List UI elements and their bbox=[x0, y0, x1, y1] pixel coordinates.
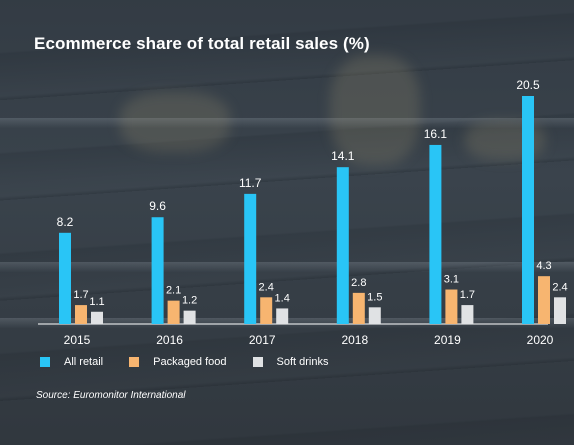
data-label-all-retail-2019: 16.1 bbox=[424, 127, 448, 141]
legend-item-packaged-food: Packaged food bbox=[129, 356, 227, 368]
bar-packaged-food-2019 bbox=[445, 289, 458, 324]
legend-label: All retail bbox=[64, 356, 104, 368]
bar-soft-drinks-2016 bbox=[183, 310, 196, 324]
data-label-all-retail-2016: 9.6 bbox=[149, 199, 166, 213]
chart-title: Ecommerce share of total retail sales (%… bbox=[34, 34, 370, 53]
bar-packaged-food-2017 bbox=[260, 297, 273, 324]
orange-square-icon bbox=[129, 357, 140, 367]
legend-label: Soft drinks bbox=[276, 356, 329, 368]
legend-item-soft-drinks: Soft drinks bbox=[252, 356, 329, 368]
data-label-all-retail-2015: 8.2 bbox=[57, 215, 74, 229]
background-blur bbox=[330, 55, 420, 165]
bar-all-retail-2019 bbox=[429, 144, 442, 324]
bar-soft-drinks-2015 bbox=[91, 311, 103, 324]
bar-soft-drinks-2018 bbox=[368, 307, 381, 324]
data-label-packaged-food-2019: 3.1 bbox=[444, 274, 459, 286]
bar-soft-drinks-2017 bbox=[276, 308, 289, 324]
bar-packaged-food-2018 bbox=[352, 292, 365, 324]
bar-packaged-food-2015 bbox=[75, 305, 87, 324]
bar-soft-drinks-2019 bbox=[461, 305, 474, 324]
data-label-all-retail-2017: 11.7 bbox=[239, 176, 262, 190]
background-shelf bbox=[0, 118, 574, 128]
data-label-all-retail-2020: 20.5 bbox=[516, 78, 540, 92]
bar-all-retail-2017 bbox=[244, 193, 257, 324]
chart-legend: All retail Packaged food Soft drinks bbox=[40, 356, 354, 368]
bar-soft-drinks-2020 bbox=[554, 297, 566, 324]
bar-all-retail-2020 bbox=[522, 96, 534, 324]
data-label-soft-drinks-2019: 1.7 bbox=[460, 289, 475, 301]
bar-packaged-food-2016 bbox=[167, 300, 180, 324]
bar-packaged-food-2020 bbox=[538, 276, 550, 324]
bar-all-retail-2015 bbox=[59, 232, 71, 324]
chart-source: Source: Euromonitor International bbox=[36, 390, 186, 401]
data-label-soft-drinks-2018: 1.5 bbox=[367, 291, 382, 303]
data-label-packaged-food-2016: 2.1 bbox=[166, 285, 181, 297]
grey-square-icon bbox=[252, 357, 263, 367]
legend-label: Packaged food bbox=[153, 356, 227, 368]
data-label-packaged-food-2018: 2.8 bbox=[351, 277, 366, 289]
data-label-soft-drinks-2017: 1.4 bbox=[275, 292, 290, 304]
x-tick-label-2020: 2020 bbox=[527, 333, 554, 347]
x-tick-label-2017: 2017 bbox=[249, 333, 276, 347]
data-label-all-retail-2018: 14.1 bbox=[331, 149, 355, 163]
x-tick-label-2015: 2015 bbox=[64, 333, 91, 347]
cyan-square-icon bbox=[40, 357, 50, 367]
bar-all-retail-2018 bbox=[336, 167, 349, 324]
x-tick-label-2016: 2016 bbox=[156, 333, 183, 347]
bar-all-retail-2016 bbox=[151, 217, 164, 324]
legend-item-all-retail: All retail bbox=[40, 356, 103, 368]
background-shelf bbox=[0, 262, 574, 272]
background-blur bbox=[120, 92, 230, 152]
data-label-soft-drinks-2020: 2.4 bbox=[552, 281, 567, 293]
data-label-packaged-food-2017: 2.4 bbox=[259, 281, 274, 293]
data-label-packaged-food-2015: 1.7 bbox=[73, 289, 88, 301]
data-label-soft-drinks-2015: 1.1 bbox=[89, 296, 104, 308]
data-label-soft-drinks-2016: 1.2 bbox=[182, 295, 197, 307]
x-tick-label-2018: 2018 bbox=[341, 333, 368, 347]
data-label-packaged-food-2020: 4.3 bbox=[536, 260, 551, 272]
x-tick-label-2019: 2019 bbox=[434, 333, 461, 347]
